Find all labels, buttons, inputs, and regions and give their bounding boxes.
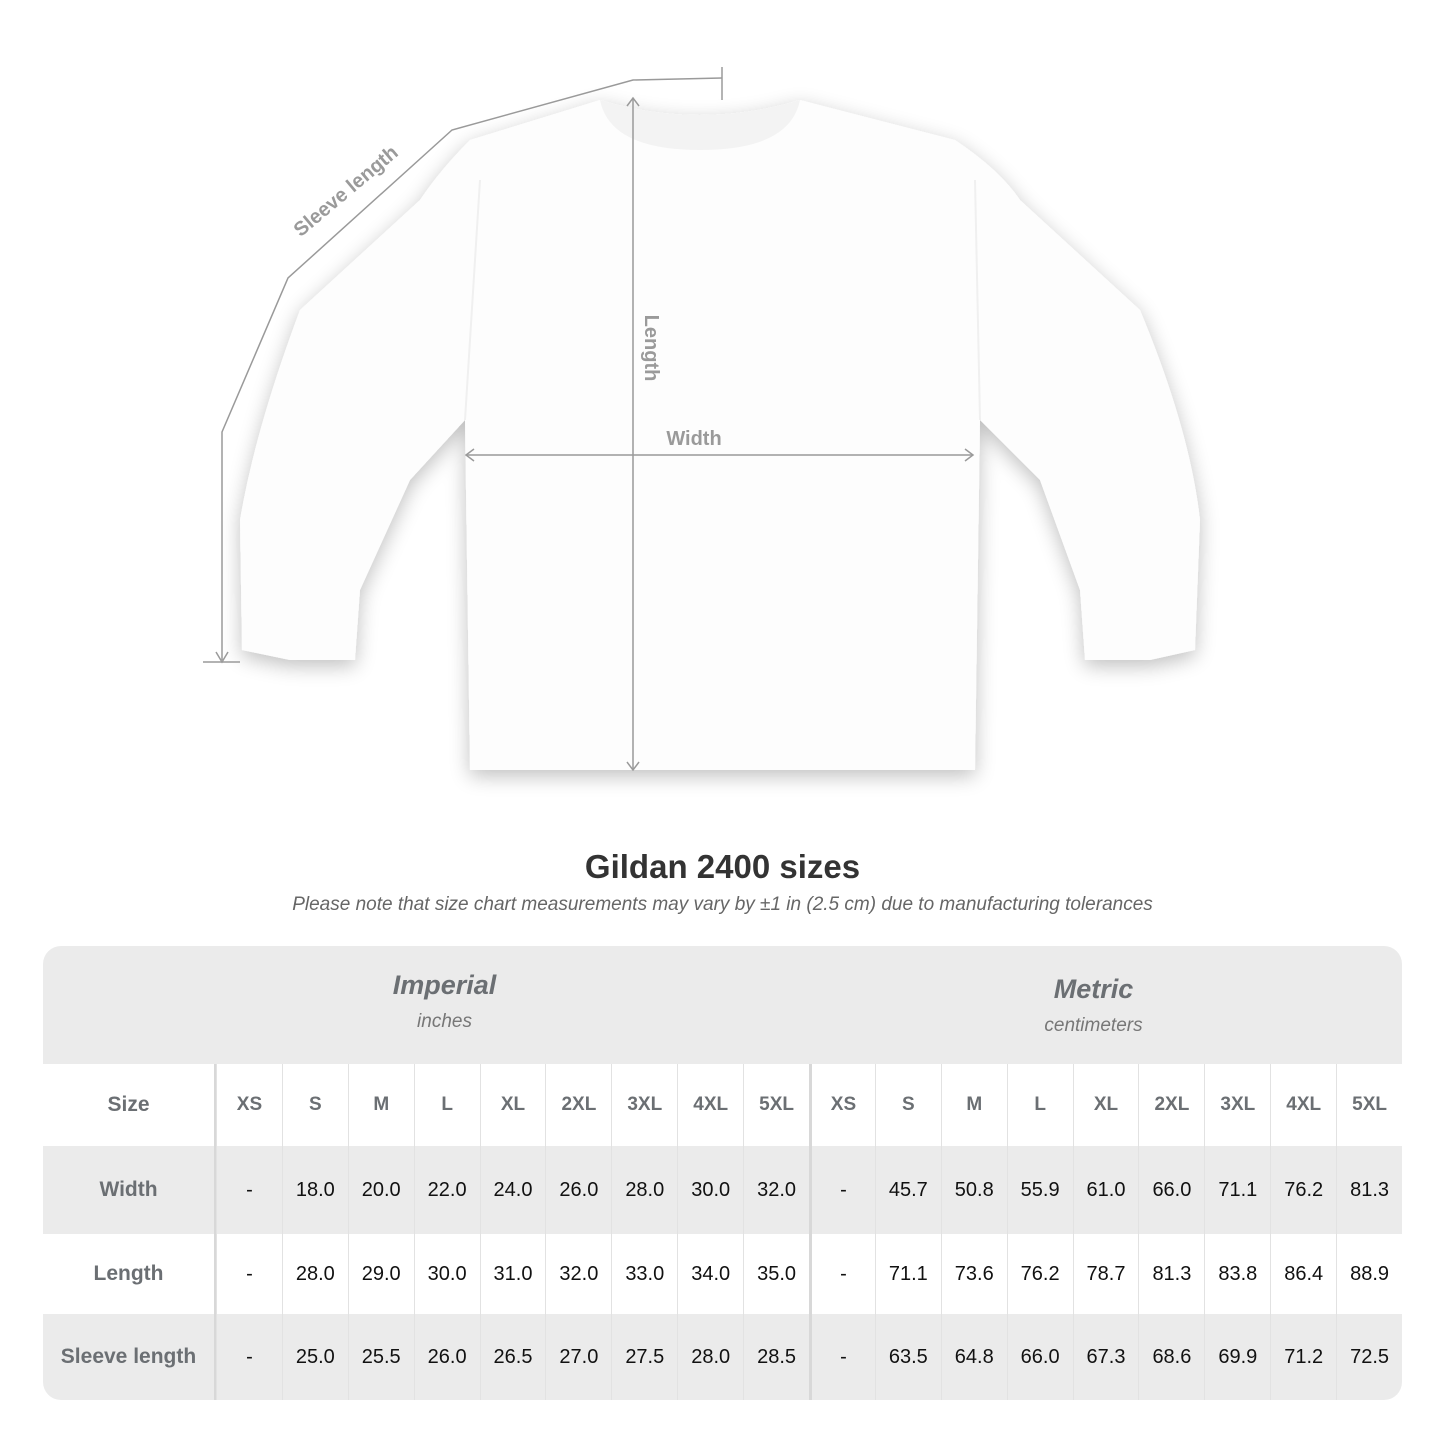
metric-value-cell: 68.6 bbox=[1138, 1314, 1204, 1400]
imperial-value-cell: 20.0 bbox=[347, 1146, 414, 1234]
metric-value-cell: 72.5 bbox=[1336, 1314, 1402, 1400]
imperial-value-cell: 32.0 bbox=[743, 1146, 809, 1234]
imperial-value-cell: 30.0 bbox=[413, 1234, 480, 1314]
imperial-value-cell: 27.0 bbox=[545, 1314, 611, 1400]
imperial-value-cell: 28.0 bbox=[677, 1314, 743, 1400]
imperial-size-header: 2XL bbox=[545, 1064, 611, 1146]
imperial-value-cell: 26.0 bbox=[545, 1146, 611, 1234]
imperial-group: Imperial inches bbox=[273, 970, 616, 1033]
imperial-value-cell: - bbox=[216, 1314, 282, 1400]
metric-value-cell: 63.5 bbox=[874, 1314, 941, 1400]
imperial-value-cell: 32.0 bbox=[545, 1234, 611, 1314]
imperial-size-header: XL bbox=[479, 1064, 546, 1146]
length-label: Length bbox=[640, 315, 662, 382]
imperial-size-header: M bbox=[347, 1064, 414, 1146]
metric-value-cell: 45.7 bbox=[874, 1146, 941, 1234]
metric-value-cell: 88.9 bbox=[1336, 1234, 1402, 1314]
imperial-value-cell: 35.0 bbox=[743, 1234, 809, 1314]
metric-size-header: L bbox=[1006, 1064, 1073, 1146]
imperial-title: Imperial bbox=[392, 970, 497, 1000]
imperial-value-cell: 34.0 bbox=[677, 1234, 743, 1314]
row-label: Length bbox=[43, 1234, 216, 1314]
table-row: Sleeve length -25.0 25.5 26.0 26.5 27.0 27.5 28… bbox=[43, 1314, 1402, 1400]
shirt-diagram: Sleeve length Length Width bbox=[203, 67, 1200, 772]
metric-value-cell: 64.8 bbox=[940, 1314, 1007, 1400]
sleeve-length-measure bbox=[203, 67, 723, 664]
size-header-label: Size bbox=[43, 1064, 216, 1146]
metric-value-cell: 50.8 bbox=[940, 1146, 1007, 1234]
long-sleeve-shirt bbox=[240, 100, 1200, 770]
imperial-size-header: S bbox=[281, 1064, 348, 1146]
metric-value-cell: 61.0 bbox=[1072, 1146, 1139, 1234]
metric-value-cell: 83.8 bbox=[1204, 1234, 1270, 1314]
imperial-value-cell: 29.0 bbox=[347, 1234, 414, 1314]
metric-size-header: XL bbox=[1072, 1064, 1139, 1146]
imperial-value-cell: 28.5 bbox=[743, 1314, 809, 1400]
metric-value-cell: 81.3 bbox=[1336, 1146, 1402, 1234]
metric-value-cell: - bbox=[809, 1314, 875, 1400]
imperial-value-cell: - bbox=[216, 1234, 282, 1314]
metric-value-cell: 81.3 bbox=[1138, 1234, 1204, 1314]
tolerance-note: Please note that size chart measurements… bbox=[292, 894, 1153, 915]
imperial-value-cell: 26.0 bbox=[413, 1314, 480, 1400]
metric-value-cell: 76.2 bbox=[1006, 1234, 1073, 1314]
row-label: Sleeve length bbox=[43, 1314, 216, 1400]
metric-value-cell: 78.7 bbox=[1072, 1234, 1139, 1314]
metric-value-cell: 71.1 bbox=[1204, 1146, 1270, 1234]
metric-size-header: 4XL bbox=[1270, 1064, 1336, 1146]
width-label: Width bbox=[666, 428, 721, 450]
metric-size-header: M bbox=[940, 1064, 1007, 1146]
metric-value-cell: - bbox=[809, 1234, 875, 1314]
metric-value-cell: 69.9 bbox=[1204, 1314, 1270, 1400]
imperial-value-cell: 18.0 bbox=[281, 1146, 348, 1234]
imperial-unit: inches bbox=[417, 1011, 472, 1032]
metric-value-cell: 86.4 bbox=[1270, 1234, 1336, 1314]
imperial-value-cell: 24.0 bbox=[479, 1146, 546, 1234]
imperial-size-header: XS bbox=[216, 1064, 282, 1146]
metric-size-header: XS bbox=[809, 1064, 875, 1146]
metric-unit: centimeters bbox=[1044, 1015, 1143, 1036]
length-measure bbox=[626, 96, 640, 772]
imperial-value-cell: 28.0 bbox=[281, 1234, 348, 1314]
imperial-value-cell: 31.0 bbox=[479, 1234, 546, 1314]
metric-value-cell: 67.3 bbox=[1072, 1314, 1139, 1400]
width-measure bbox=[464, 448, 975, 462]
metric-value-cell: 55.9 bbox=[1006, 1146, 1073, 1234]
metric-title: Metric bbox=[1053, 974, 1134, 1004]
imperial-value-cell: 25.5 bbox=[347, 1314, 414, 1400]
imperial-size-header: L bbox=[413, 1064, 480, 1146]
metric-group: Metric centimeters bbox=[922, 974, 1265, 1037]
metric-size-header: S bbox=[874, 1064, 941, 1146]
metric-value-cell: 66.0 bbox=[1006, 1314, 1073, 1400]
metric-size-header: 5XL bbox=[1336, 1064, 1402, 1146]
metric-value-cell: 66.0 bbox=[1138, 1146, 1204, 1234]
chart-title: Gildan 2400 sizes bbox=[584, 848, 861, 885]
imperial-value-cell: 27.5 bbox=[611, 1314, 677, 1400]
imperial-value-cell: 28.0 bbox=[611, 1146, 677, 1234]
imperial-value-cell: 25.0 bbox=[281, 1314, 348, 1400]
imperial-value-cell: 26.5 bbox=[479, 1314, 546, 1400]
metric-value-cell: 76.2 bbox=[1270, 1146, 1336, 1234]
imperial-value-cell: - bbox=[216, 1146, 282, 1234]
imperial-value-cell: 30.0 bbox=[677, 1146, 743, 1234]
size-table: Imperial inches Metric centimeters Size X… bbox=[43, 946, 1402, 1400]
metric-value-cell: 73.6 bbox=[940, 1234, 1007, 1314]
metric-value-cell: 71.2 bbox=[1270, 1314, 1336, 1400]
size-header-row: Size XS S M L XL 2XL 3XL 4XL 5XL XS S M L XL 2XL 3XL 4XL 5… bbox=[43, 1064, 1402, 1146]
imperial-size-header: 5XL bbox=[743, 1064, 809, 1146]
imperial-size-header: 3XL bbox=[611, 1064, 677, 1146]
metric-size-header: 3XL bbox=[1204, 1064, 1270, 1146]
row-label: Width bbox=[43, 1146, 216, 1234]
table-row: Width -18.0 20.0 22.0 24.0 26.0 28.0 30.0 32.0-4… bbox=[43, 1146, 1402, 1234]
imperial-value-cell: 33.0 bbox=[611, 1234, 677, 1314]
table-row: Length -28.0 29.0 30.0 31.0 32.0 33.0 34.0 35.0-… bbox=[43, 1234, 1402, 1314]
metric-size-header: 2XL bbox=[1138, 1064, 1204, 1146]
metric-value-cell: 71.1 bbox=[874, 1234, 941, 1314]
imperial-value-cell: 22.0 bbox=[413, 1146, 480, 1234]
metric-value-cell: - bbox=[809, 1146, 875, 1234]
imperial-size-header: 4XL bbox=[677, 1064, 743, 1146]
table-header-band: Imperial inches Metric centimeters bbox=[43, 946, 1402, 1064]
